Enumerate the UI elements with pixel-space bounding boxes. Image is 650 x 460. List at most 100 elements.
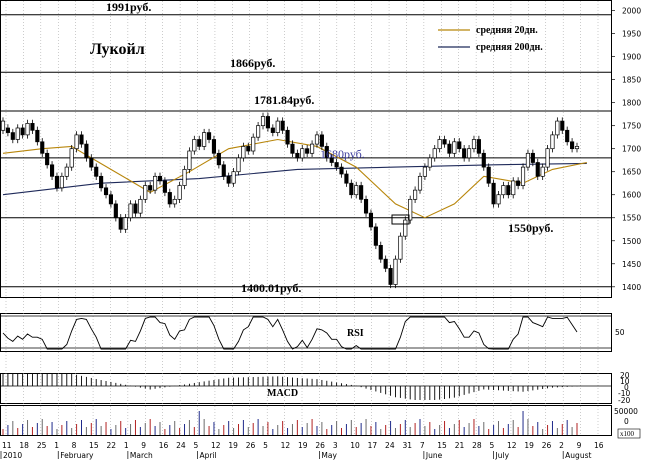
volume-unit-box [617, 428, 641, 439]
candle-body [20, 127, 25, 136]
price-tick-label: 1650 [622, 168, 641, 177]
macd-layer [2, 373, 578, 400]
candle-body [197, 139, 202, 147]
day-label: 26 [246, 441, 256, 450]
candle-body [388, 268, 393, 285]
candle-body [373, 226, 378, 246]
day-label: 17 [368, 441, 378, 450]
candle-body [408, 198, 413, 221]
day-label: 16 [159, 441, 169, 450]
candle-body [280, 120, 285, 131]
day-label: 7 [420, 441, 425, 450]
candle-body [182, 169, 187, 186]
candle-body [231, 171, 236, 184]
day-label: 19 [298, 441, 308, 450]
candle-body [560, 120, 565, 131]
candle-body [103, 187, 109, 196]
candle-body [206, 132, 212, 140]
candle-body [260, 116, 266, 127]
day-label: 5 [490, 441, 495, 450]
candle-body [143, 185, 148, 200]
candle-body [5, 127, 10, 133]
rsi-label: RSI [347, 328, 364, 339]
time-axis: 11 18 25 1 8 15 22 1 9 16 24 5 12 19 26 5 12 19 26 3 10 17 24 3… [0, 441, 604, 460]
day-label: 9 [141, 441, 146, 450]
candle-body [211, 139, 217, 154]
candle-body [290, 143, 295, 154]
legend-sma20-label: средняя 20дн. [476, 25, 538, 36]
day-label: 5 [194, 441, 199, 450]
candle-body [84, 143, 89, 159]
level-label-1400: 1400.01руб. [241, 281, 301, 295]
candle-body [94, 166, 99, 177]
candle-body [349, 182, 354, 196]
day-label: 24 [176, 441, 186, 450]
day-label: 25 [37, 441, 47, 450]
candle-body [202, 132, 207, 147]
candle-body [486, 166, 491, 184]
candle-body [128, 203, 133, 219]
candle-body [329, 157, 334, 163]
month-label: April [200, 451, 217, 460]
vertical-gridlines [5, 1, 599, 436]
day-label: 31 [402, 441, 412, 450]
day-label: 11 [2, 441, 12, 450]
candle-body [295, 152, 300, 159]
day-label: 21 [455, 441, 465, 450]
volume-tick-0: 0 [624, 417, 629, 426]
month-label: 2010 [3, 451, 22, 460]
day-label: 8 [72, 441, 77, 450]
day-label: 19 [524, 441, 534, 450]
candle-body [108, 194, 113, 205]
macd-panel-frame [0, 373, 612, 404]
candle-body [275, 120, 280, 133]
candle-body [40, 141, 45, 154]
candle-body [246, 146, 251, 152]
candle-body [496, 194, 501, 205]
candle-body [516, 180, 521, 186]
candle-body [123, 217, 128, 230]
candle-body [300, 148, 305, 159]
candle-body [314, 134, 320, 145]
support-resistance-levels [0, 14, 611, 288]
price-tick-label: 1550 [622, 214, 641, 223]
candle-body [432, 148, 437, 159]
candle-body [270, 127, 275, 133]
month-label: February [60, 451, 94, 460]
level-label-1550: 1550руб. [508, 221, 553, 235]
day-label: 10 [350, 441, 360, 450]
rsi-tick-50: 50 [615, 328, 625, 337]
candle-body [403, 219, 408, 237]
candle-body [457, 141, 462, 150]
candle-body [241, 146, 246, 159]
candle-body [285, 129, 290, 145]
day-label: 18 [19, 441, 29, 450]
month-label: March [130, 451, 153, 460]
highlight-box [391, 214, 410, 225]
candle-body [0, 120, 6, 131]
candle-body [422, 166, 427, 177]
candle-body [344, 173, 349, 184]
macd-tick-minus20: -20 [618, 396, 630, 405]
volume-unit-label: x100 [620, 430, 635, 438]
day-label: 16 [594, 441, 604, 450]
candle-body [427, 157, 432, 168]
candle-body [359, 185, 364, 200]
candle-body [133, 203, 138, 214]
candle-body [393, 258, 398, 285]
candle-body [550, 134, 555, 150]
candle-body [226, 175, 231, 184]
candle-body [565, 129, 570, 143]
candle-body [49, 164, 55, 177]
candle-body [162, 180, 167, 193]
candle-body [574, 146, 580, 150]
candle-body [540, 166, 545, 177]
candle-body [251, 136, 256, 152]
candle-body [89, 157, 94, 168]
candle-body [525, 152, 531, 168]
day-label: 19 [228, 441, 238, 450]
level-label-1680: 1680руб. [320, 147, 365, 161]
candle-body [476, 139, 481, 154]
candle-body [265, 116, 270, 129]
